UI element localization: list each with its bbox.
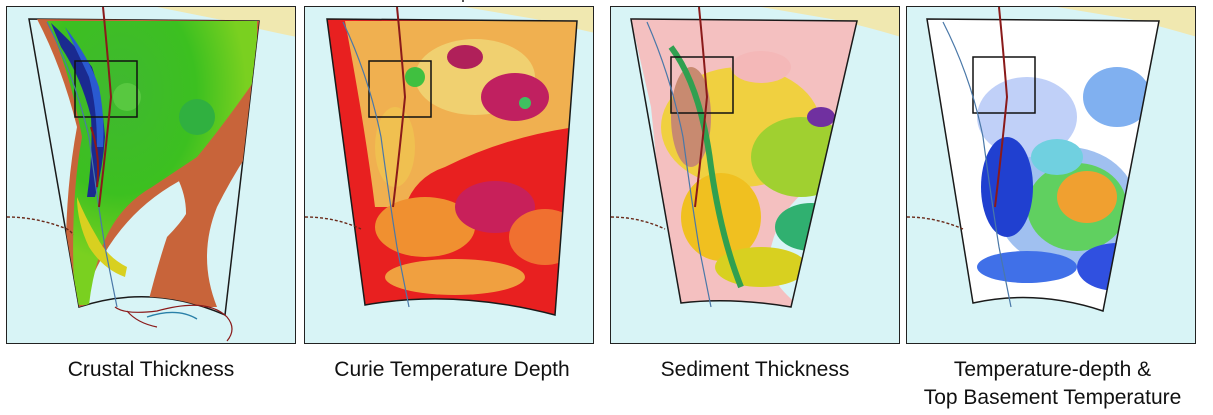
caption-sediment-thickness: Sediment Thickness: [660, 358, 850, 381]
curie-temperature-depth-map-image: [305, 7, 593, 343]
crustal-thickness-map-image: [7, 7, 295, 343]
caption-temperature-depth: Temperature-depth &: [953, 358, 1152, 381]
crustal-thickness-map: [6, 6, 296, 344]
caption-top-basement-temperature: Top Basement Temperature: [923, 386, 1182, 409]
temperature-depth-basement-map: [906, 6, 1196, 344]
temperature-depth-basement-map-image: [907, 7, 1195, 343]
sediment-thickness-map-image: [611, 7, 899, 343]
caption-curie-temperature-depth: Curie Temperature Depth: [334, 358, 570, 381]
curie-temperature-depth-map: [304, 6, 594, 344]
caption-crustal-thickness: Crustal Thickness: [67, 358, 235, 381]
sediment-thickness-map: [610, 6, 900, 344]
stray-mark: [462, 0, 464, 2]
